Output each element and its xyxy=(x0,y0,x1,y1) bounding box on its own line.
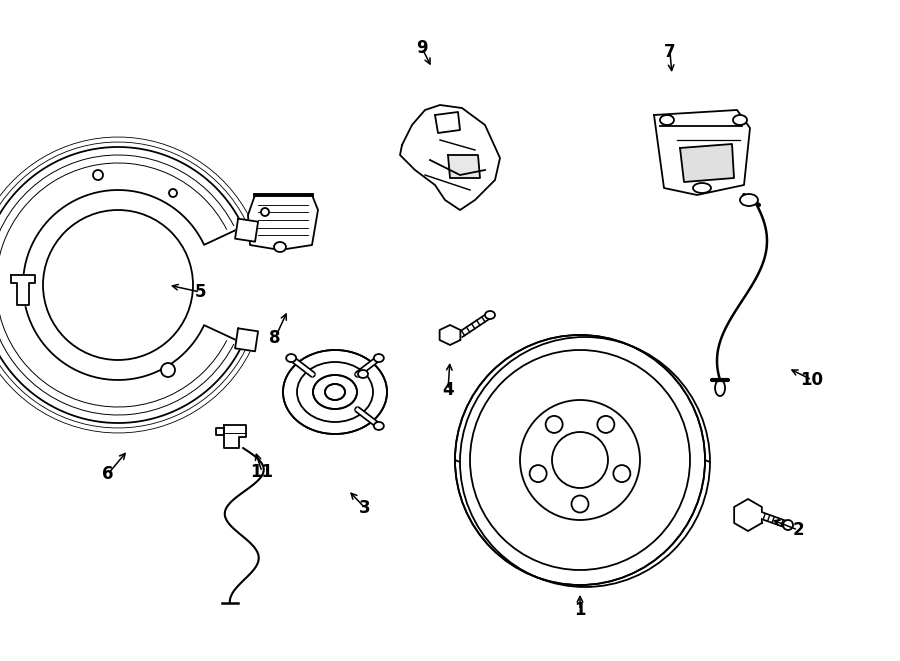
Polygon shape xyxy=(680,144,734,182)
Ellipse shape xyxy=(783,520,793,530)
Ellipse shape xyxy=(545,416,562,433)
Text: 2: 2 xyxy=(792,521,804,539)
Ellipse shape xyxy=(93,170,103,180)
Polygon shape xyxy=(235,329,258,351)
Ellipse shape xyxy=(43,210,193,360)
Polygon shape xyxy=(0,147,243,423)
Text: 10: 10 xyxy=(800,371,824,389)
Polygon shape xyxy=(435,112,460,133)
Text: 9: 9 xyxy=(416,39,428,57)
Ellipse shape xyxy=(374,422,383,430)
Polygon shape xyxy=(11,275,35,305)
Ellipse shape xyxy=(358,370,368,378)
Ellipse shape xyxy=(455,335,705,585)
Ellipse shape xyxy=(325,384,345,400)
Polygon shape xyxy=(448,155,480,178)
Ellipse shape xyxy=(740,194,758,206)
Polygon shape xyxy=(248,195,318,250)
Polygon shape xyxy=(400,105,500,210)
Ellipse shape xyxy=(169,189,177,197)
Ellipse shape xyxy=(261,208,269,216)
Text: 7: 7 xyxy=(664,43,676,61)
Polygon shape xyxy=(734,499,762,531)
Ellipse shape xyxy=(374,354,383,362)
Text: 8: 8 xyxy=(269,329,281,347)
Text: 4: 4 xyxy=(442,381,454,399)
Ellipse shape xyxy=(161,363,175,377)
Text: 6: 6 xyxy=(103,465,113,483)
Ellipse shape xyxy=(274,242,286,252)
Polygon shape xyxy=(654,110,750,195)
Ellipse shape xyxy=(313,375,357,409)
Polygon shape xyxy=(235,219,258,242)
Ellipse shape xyxy=(572,496,589,512)
Text: 3: 3 xyxy=(359,499,371,517)
Polygon shape xyxy=(216,428,224,435)
Text: 5: 5 xyxy=(194,283,206,301)
Text: 1: 1 xyxy=(574,601,586,619)
Ellipse shape xyxy=(283,350,387,434)
Ellipse shape xyxy=(733,115,747,125)
Polygon shape xyxy=(224,425,246,448)
Ellipse shape xyxy=(716,380,725,396)
Ellipse shape xyxy=(485,311,495,319)
Ellipse shape xyxy=(530,465,546,482)
Ellipse shape xyxy=(598,416,615,433)
Ellipse shape xyxy=(660,115,674,125)
Ellipse shape xyxy=(286,354,296,362)
Text: 11: 11 xyxy=(250,463,274,481)
Ellipse shape xyxy=(613,465,630,482)
Ellipse shape xyxy=(693,183,711,193)
Polygon shape xyxy=(439,325,461,345)
